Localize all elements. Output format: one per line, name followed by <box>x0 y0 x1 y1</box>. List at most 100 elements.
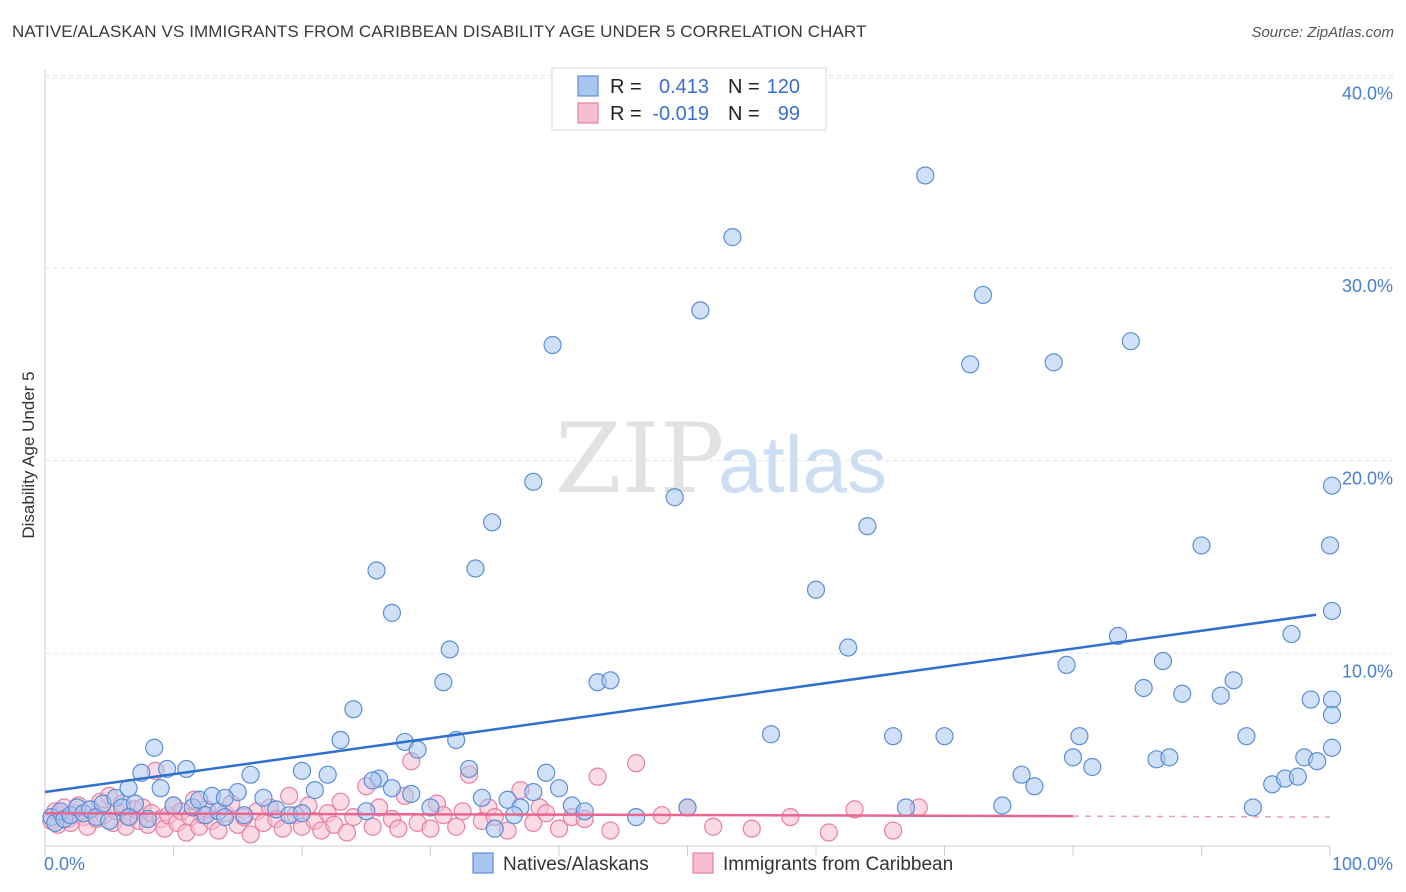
natives-point-84 <box>1063 748 1083 767</box>
natives-point-80 <box>1012 765 1031 784</box>
watermark-atlas: atlas <box>718 420 887 509</box>
natives-point-106 <box>1320 536 1340 555</box>
natives-point-33 <box>292 761 312 780</box>
y-tick-labels: 10.0% 20.0% 30.0% 40.0% <box>1342 83 1393 681</box>
natives-point-74 <box>896 798 916 817</box>
natives-point-79 <box>993 796 1012 815</box>
x-tick-label-100: 100.0% <box>1332 854 1393 874</box>
natives-point-112 <box>119 807 138 827</box>
natives-trend-line <box>44 613 1317 794</box>
natives-point-94 <box>1192 536 1211 555</box>
y-tick-label-20: 20.0% <box>1342 469 1393 489</box>
natives-point-42 <box>402 784 421 804</box>
natives-point-20 <box>177 759 196 779</box>
caribbean-point-83 <box>537 804 556 823</box>
y-axis-label: Disability Age Under 5 <box>19 371 38 538</box>
natives-point-86 <box>1083 757 1102 777</box>
natives-point-19 <box>164 796 183 815</box>
legend-r-value-1: 0.413 <box>659 76 709 98</box>
natives-point-114 <box>215 788 234 807</box>
natives-point-17 <box>151 779 170 798</box>
natives-point-78 <box>973 285 993 305</box>
caribbean-point-97 <box>883 821 903 840</box>
natives-point-40 <box>382 779 402 798</box>
natives-point-59 <box>367 561 386 580</box>
natives-point-66 <box>665 488 684 507</box>
natives-point-82 <box>1044 353 1063 372</box>
natives-point-109 <box>1322 601 1342 621</box>
legend-r-label-2: R = <box>610 103 642 125</box>
natives-point-52 <box>524 782 543 802</box>
natives-point-93 <box>1173 684 1192 703</box>
natives-point-83 <box>1057 655 1076 674</box>
caribbean-point-73 <box>447 817 466 836</box>
watermark-zip: ZIP <box>555 403 724 515</box>
natives-point-47 <box>459 759 479 779</box>
natives-point-73 <box>883 727 903 746</box>
caribbean-point-66 <box>389 819 408 838</box>
natives-point-104 <box>1301 690 1320 709</box>
natives-point-101 <box>1282 624 1301 644</box>
caribbean-point-45 <box>241 825 260 844</box>
natives-point-36 <box>331 730 350 750</box>
natives-point-75 <box>916 166 935 185</box>
natives-point-117 <box>626 807 646 827</box>
caribbean-point-84 <box>549 819 569 838</box>
natives-point-54 <box>549 779 569 798</box>
natives-point-76 <box>935 727 954 746</box>
natives-point-85 <box>1070 727 1089 746</box>
natives-point-88 <box>1121 332 1140 351</box>
natives-point-38 <box>357 802 376 821</box>
bottom-legend-caribbean: Immigrants from Caribbean <box>723 854 953 875</box>
natives-point-97 <box>1237 727 1256 746</box>
natives-point-26 <box>215 807 234 827</box>
natives-point-98 <box>1243 798 1263 817</box>
natives-point-43 <box>408 740 427 759</box>
natives-point-49 <box>485 819 504 838</box>
natives-point-63 <box>483 513 502 532</box>
natives-point-65 <box>543 335 562 355</box>
natives-point-116 <box>363 771 382 790</box>
natives-point-60 <box>382 603 402 622</box>
natives-point-87 <box>1108 626 1128 646</box>
natives-point-29 <box>241 765 260 784</box>
natives-point-44 <box>421 798 440 817</box>
natives-point-69 <box>761 725 781 744</box>
chart-title: NATIVE/ALASKAN VS IMMIGRANTS FROM CARIBB… <box>12 22 867 41</box>
caribbean-point-94 <box>781 807 800 827</box>
natives-point-58 <box>601 671 620 690</box>
legend-n-label-1: N = <box>728 76 760 98</box>
natives-point-37 <box>344 700 363 719</box>
natives-point-64 <box>524 472 543 491</box>
caribbean-point-70 <box>421 819 440 838</box>
y-tick-label-40: 40.0% <box>1342 83 1393 103</box>
natives-point-95 <box>1211 686 1230 705</box>
series-natives-points <box>42 166 1342 838</box>
natives-point-28 <box>235 806 254 825</box>
natives-point-118 <box>678 798 697 817</box>
natives-point-34 <box>305 781 324 800</box>
natives-point-113 <box>145 738 164 757</box>
natives-point-91 <box>1153 651 1173 671</box>
natives-point-77 <box>961 355 980 374</box>
y-tick-label-30: 30.0% <box>1342 276 1393 296</box>
natives-point-35 <box>318 765 337 784</box>
caribbean-trend-line-extension <box>1072 815 1331 818</box>
natives-point-70 <box>806 580 826 599</box>
natives-point-110 <box>1322 738 1342 757</box>
stats-legend: R = 0.413 N = 120 R = -0.019 N = 99 <box>551 67 827 131</box>
series-legend: Natives/Alaskans Immigrants from Caribbe… <box>472 852 953 875</box>
natives-point-71 <box>839 638 858 657</box>
caribbean-point-95 <box>819 823 838 842</box>
natives-point-67 <box>691 301 710 320</box>
legend-n-value-2: 99 <box>778 103 800 125</box>
legend-n-value-1: 120 <box>767 76 800 98</box>
natives-point-30 <box>254 788 273 807</box>
natives-point-53 <box>537 763 556 782</box>
natives-point-89 <box>1134 678 1153 698</box>
natives-point-62 <box>466 559 485 578</box>
caribbean-point-63 <box>363 817 382 836</box>
natives-point-107 <box>1322 690 1342 709</box>
legend-swatch-caribbean <box>577 102 599 124</box>
